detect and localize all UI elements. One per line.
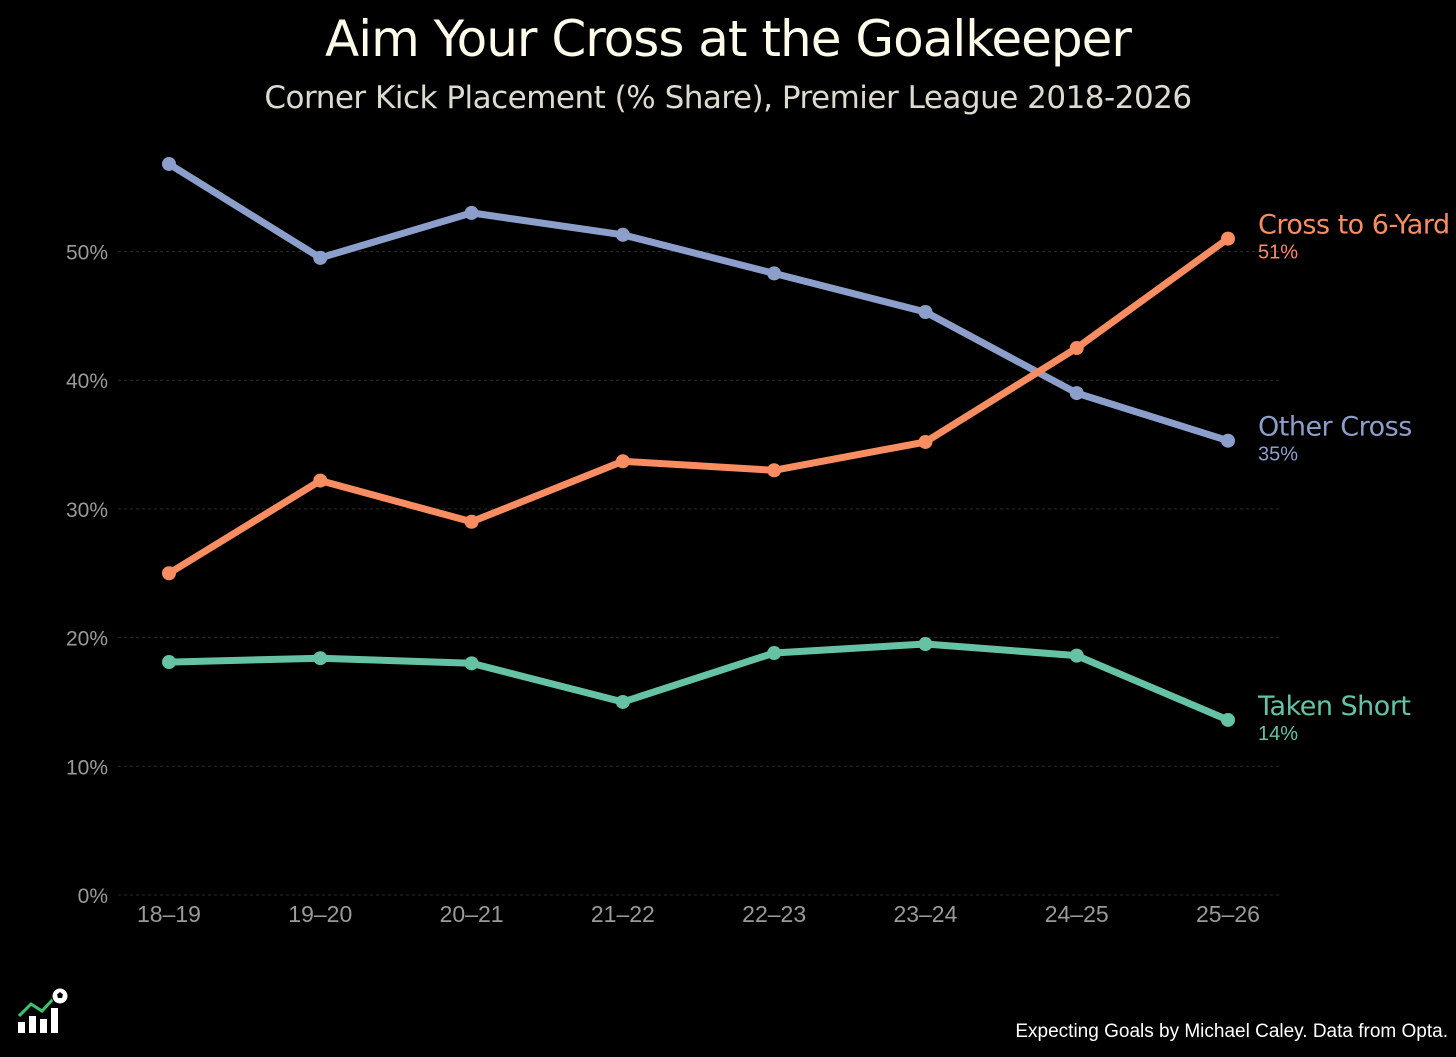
x-tick-label: 25–26	[1196, 901, 1260, 927]
data-point	[464, 205, 479, 220]
x-tick-label: 18–19	[137, 901, 201, 927]
x-tick-label: 24–25	[1045, 901, 1109, 927]
chart-caption: Expecting Goals by Michael Caley. Data f…	[1015, 1021, 1448, 1042]
data-point	[1069, 648, 1084, 663]
data-point	[918, 637, 933, 652]
data-point	[1069, 341, 1084, 356]
data-point	[615, 694, 630, 709]
x-tick-label: 22–23	[742, 901, 806, 927]
series-line	[165, 235, 1232, 577]
y-tick-label: 20%	[66, 628, 108, 651]
y-tick-label: 40%	[66, 370, 108, 393]
data-point	[615, 227, 630, 242]
x-tick-label: 19–20	[288, 901, 352, 927]
data-point	[313, 250, 328, 265]
data-point	[1221, 231, 1235, 246]
series-end-label: Cross to 6-Yard	[1258, 210, 1450, 241]
series-end-label: Taken Short	[1257, 691, 1411, 722]
y-tick-label: 30%	[66, 499, 108, 522]
data-point	[767, 646, 782, 661]
data-point	[1069, 386, 1084, 401]
data-point	[767, 463, 782, 478]
y-tick-label: 0%	[78, 885, 108, 908]
x-tick-label: 21–22	[591, 901, 655, 927]
series-end-value: 51%	[1258, 242, 1298, 264]
x-tick-label: 23–24	[893, 901, 957, 927]
data-point	[464, 514, 479, 529]
x-tick-label: 20–21	[440, 901, 504, 927]
data-point	[918, 434, 933, 449]
data-point	[162, 156, 176, 171]
data-point	[1221, 433, 1235, 448]
data-point	[464, 656, 479, 671]
y-tick-label: 10%	[66, 756, 108, 779]
series-line	[165, 640, 1232, 724]
chart-title: Aim Your Cross at the Goalkeeper	[325, 10, 1132, 68]
data-point	[162, 566, 176, 581]
series-end-value: 14%	[1258, 723, 1298, 745]
series-line	[165, 160, 1232, 445]
expecting-goals-logo-icon	[17, 987, 69, 1033]
y-tick-label: 50%	[66, 242, 108, 265]
data-point	[313, 473, 328, 488]
data-point	[918, 304, 933, 319]
data-point	[615, 454, 630, 469]
data-point	[1221, 712, 1235, 727]
chart-subtitle: Corner Kick Placement (% Share), Premier…	[264, 80, 1192, 116]
series-end-label: Other Cross	[1258, 412, 1412, 443]
data-point	[162, 655, 176, 670]
data-point	[313, 651, 328, 666]
series-end-value: 35%	[1258, 444, 1298, 466]
data-point	[767, 266, 782, 281]
